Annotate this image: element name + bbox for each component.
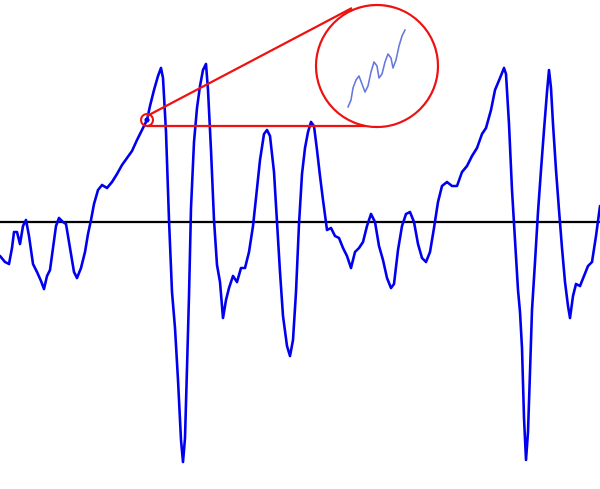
zoom-target-circle [140, 113, 154, 127]
magnifier-connector-top [146, 7, 353, 117]
zoomed-waveform-trace [347, 29, 406, 108]
waveform-trace [0, 62, 600, 464]
zoom-target-dot [144, 117, 150, 123]
